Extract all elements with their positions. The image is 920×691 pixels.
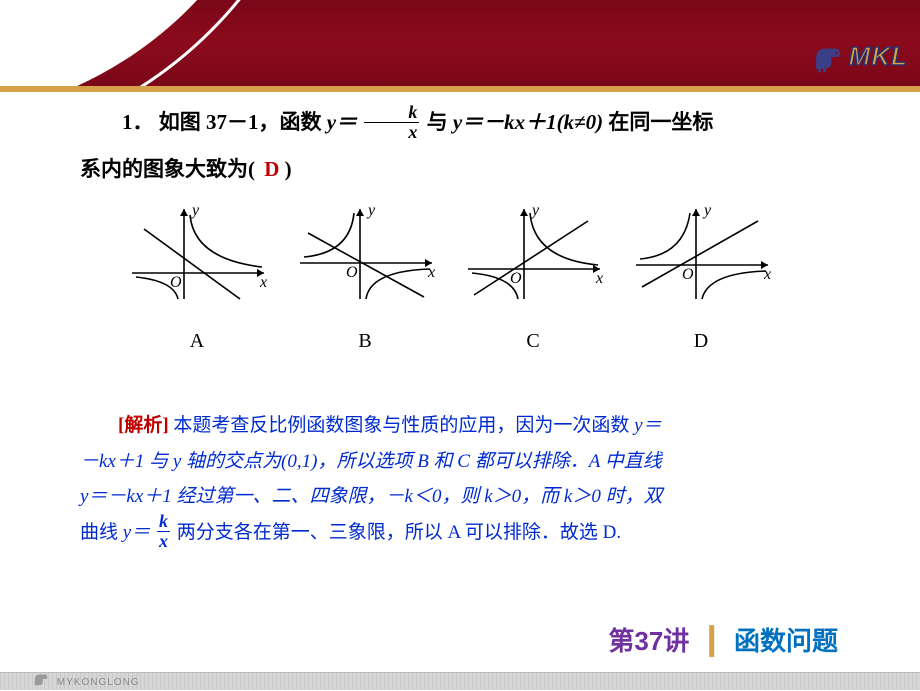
- option-label-b: B: [290, 322, 440, 360]
- header-band: MKL: [0, 0, 920, 92]
- option-b: y x O B: [290, 203, 440, 360]
- analysis-f1: y＝: [634, 415, 661, 436]
- footer-title: 第37讲 ┃ 函数问题: [608, 621, 838, 658]
- axis-x-label: x: [259, 274, 267, 291]
- func1-lhs: y＝: [327, 110, 357, 134]
- lecture-number: 第37讲: [608, 626, 689, 656]
- dino-icon: [32, 670, 50, 688]
- svg-text:y: y: [366, 203, 376, 219]
- question-answer: D: [264, 157, 279, 181]
- option-label-a: A: [122, 322, 272, 360]
- lecture-topic: 函数问题: [734, 627, 838, 656]
- option-d: y x O D: [626, 203, 776, 360]
- question-number: 1．: [122, 110, 154, 134]
- svg-text:y: y: [530, 203, 540, 219]
- analysis-tag: [解析]: [118, 415, 173, 436]
- svg-text:x: x: [595, 270, 603, 287]
- question-line-1: 1． 如图 37－1，函数 y＝ k x 与 y＝－kx＋1(k≠0) 在同一坐…: [80, 103, 860, 144]
- dino-icon: [811, 40, 845, 74]
- frac-num: k: [364, 103, 419, 123]
- option-label-d: D: [626, 322, 776, 360]
- analysis-line-3: y＝－kx＋1 经过第一、二、四象限，－k＜0，则 k＞0，而 k＞0 时，双: [80, 479, 860, 514]
- analysis-line-1: [解析] 本题考查反比例函数图象与性质的应用，因为一次函数 y＝: [80, 408, 860, 443]
- question-text-mid: 与: [427, 110, 453, 134]
- analysis-line-2: －kx＋1 与 y 轴的交点为(0,1)，所以选项 B 和 C 都可以排除．A …: [80, 444, 860, 479]
- analysis-text-4b: 两分支各在第一、三象限，所以 A 可以排除．故选 D.: [177, 522, 621, 543]
- frac-den: x: [157, 532, 170, 551]
- analysis-text-3: y＝－kx＋1 经过第一、二、四象限，－k＜0，则 k＞0，而 k＞0 时，双: [80, 486, 663, 507]
- func1-fraction: k x: [364, 103, 419, 142]
- analysis-text-1: 本题考查反比例函数图象与性质的应用，因为一次函数: [173, 415, 634, 436]
- func2: y＝－kx＋1(k≠0): [453, 110, 603, 134]
- option-figures: y x O A y x O B: [80, 203, 860, 360]
- svg-text:O: O: [682, 266, 694, 283]
- frac-den: x: [364, 123, 419, 142]
- question-line-2: 系内的图象大致为( D ): [80, 150, 860, 190]
- analysis-f2-frac: k x: [157, 512, 170, 551]
- analysis-line-4: 曲线 y＝ k x 两分支各在第一、三象限，所以 A 可以排除．故选 D.: [80, 514, 860, 553]
- footer-separator: ┃: [704, 626, 720, 656]
- slide-content: 1． 如图 37－1，函数 y＝ k x 与 y＝－kx＋1(k≠0) 在同一坐…: [80, 103, 860, 553]
- option-c: y x O C: [458, 203, 608, 360]
- frac-num: k: [157, 512, 170, 532]
- option-label-c: C: [458, 322, 608, 360]
- watermark: MYKONGLONG: [32, 670, 140, 688]
- svg-text:x: x: [427, 264, 435, 281]
- svg-text:O: O: [346, 264, 358, 281]
- brand-logo: MKL: [811, 38, 908, 72]
- watermark-text: MYKONGLONG: [57, 677, 140, 688]
- svg-text:y: y: [702, 203, 712, 219]
- svg-text:x: x: [763, 266, 771, 283]
- axis-y-label: y: [190, 203, 200, 219]
- analysis-block: [解析] 本题考查反比例函数图象与性质的应用，因为一次函数 y＝ －kx＋1 与…: [80, 408, 860, 552]
- bottom-strip: MYKONGLONG: [0, 672, 920, 690]
- origin-label: O: [170, 274, 182, 291]
- question-text-2: 系内的图象大致为(: [80, 157, 260, 181]
- question-text-1: 如图 37－1，函数: [159, 110, 327, 134]
- question-text-2-end: ): [285, 157, 292, 181]
- analysis-text-2: －kx＋1 与 y 轴的交点为(0,1)，所以选项 B 和 C 都可以排除．A …: [80, 451, 662, 472]
- analysis-text-4a: 曲线: [80, 522, 123, 543]
- analysis-f2-lhs: y＝: [123, 522, 150, 543]
- option-a: y x O A: [122, 203, 272, 360]
- question-text-post: 在同一坐标: [608, 110, 713, 134]
- svg-text:O: O: [510, 270, 522, 287]
- brand-logo-text: MKL: [849, 41, 908, 72]
